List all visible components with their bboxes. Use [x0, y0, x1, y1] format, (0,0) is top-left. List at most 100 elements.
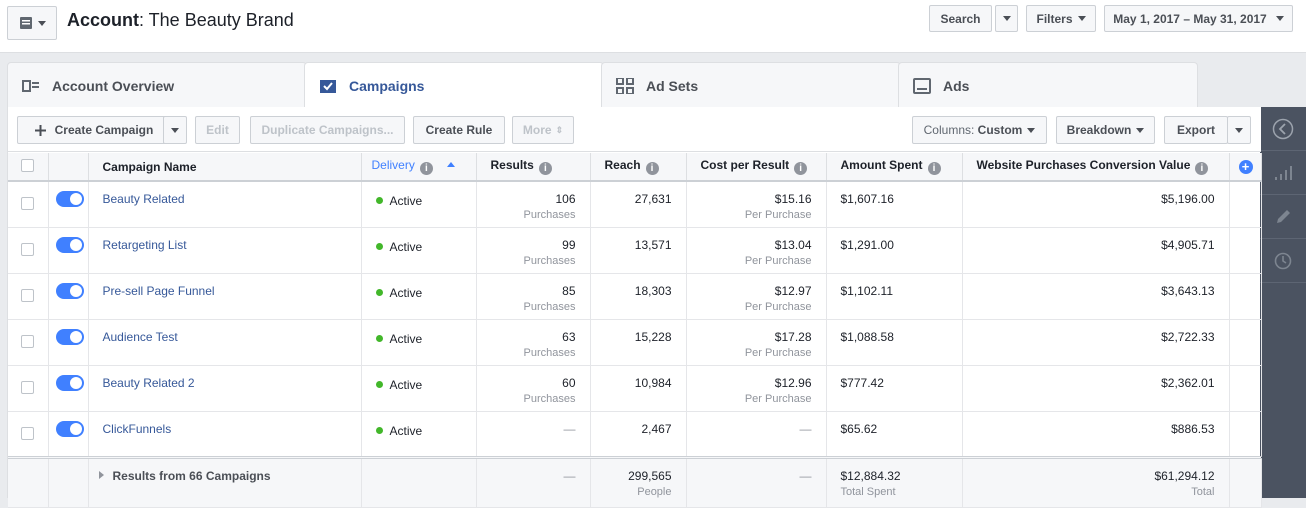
tab-ad-sets[interactable]: Ad Sets: [601, 62, 901, 108]
row-toggle-cell: [48, 181, 89, 228]
row-checkbox[interactable]: [21, 380, 34, 394]
spent-value: $1,088.58: [840, 329, 894, 344]
cost-sub: Per Purchase: [744, 392, 812, 405]
create-campaign-dropdown[interactable]: [163, 116, 187, 144]
chevron-down-icon: [1002, 16, 1011, 21]
info-icon[interactable]: i: [538, 162, 552, 175]
filters-button[interactable]: Filters: [1026, 5, 1096, 32]
results-value: 60: [562, 375, 576, 390]
col-conversion-value[interactable]: Website Purchases Conversion Value i: [962, 153, 1230, 182]
info-icon[interactable]: i: [794, 162, 808, 175]
conv-cell: $2,722.33: [962, 319, 1230, 366]
tab-account-overview[interactable]: Account Overview: [7, 62, 307, 108]
toggle-header: [48, 153, 89, 182]
pencil-icon: [1277, 209, 1290, 223]
table-row[interactable]: Beauty Related 2 Active 60 Purchases 10,984 $…: [8, 365, 1262, 412]
campaign-name-cell: ClickFunnels: [88, 411, 362, 458]
export-button[interactable]: Export: [1164, 116, 1228, 144]
more-button[interactable]: More ⇕: [512, 116, 574, 144]
delivery-status: Active: [389, 423, 423, 438]
row-toggle-cell: [48, 365, 89, 412]
tab-ads[interactable]: Ads: [898, 62, 1198, 108]
conv-cell: $886.53: [962, 411, 1230, 458]
caret-right-icon[interactable]: [98, 470, 104, 479]
info-icon[interactable]: i: [927, 162, 941, 175]
collapse-sidebar-button[interactable]: [1260, 107, 1306, 151]
table-row[interactable]: ClickFunnels Active — 2,467 — $65.62 $886.53: [8, 411, 1262, 458]
info-icon[interactable]: i: [419, 162, 433, 175]
campaign-toggle[interactable]: [55, 374, 84, 391]
campaign-name-link[interactable]: ClickFunnels: [102, 421, 172, 436]
col-amount-spent[interactable]: Amount Spent i: [826, 153, 963, 182]
campaigns-panel: Create Campaign Edit Duplicate Campaigns…: [7, 107, 1262, 508]
table-row[interactable]: Audience Test Active 63 Purchases 15,228 $17.…: [8, 319, 1262, 366]
conv-value: $2,362.01: [1161, 375, 1215, 390]
create-rule-button[interactable]: Create Rule: [413, 116, 505, 144]
info-icon[interactable]: i: [1195, 162, 1209, 175]
table-row[interactable]: Retargeting List Active 99 Purchases 13,571 $…: [8, 227, 1262, 274]
chevron-left-circle-icon: [1272, 118, 1294, 139]
row-select-cell: [8, 181, 49, 228]
campaign-toggle[interactable]: [55, 236, 84, 253]
columns-selector[interactable]: Columns: Custom: [912, 116, 1047, 144]
row-end-cell: [1229, 365, 1262, 412]
breakdown-button[interactable]: Breakdown: [1056, 116, 1155, 144]
history-button[interactable]: [1260, 239, 1306, 283]
results-sub: Purchases: [523, 300, 576, 313]
edit-button[interactable]: [1260, 195, 1306, 239]
spent-cell: $65.62: [826, 411, 963, 458]
totals-row: Results from 66 Campaigns — 299,565 Peopl…: [8, 455, 1262, 508]
col-cost-per-result[interactable]: Cost per Result i: [686, 153, 827, 182]
select-all-checkbox[interactable]: [21, 158, 34, 172]
row-checkbox[interactable]: [21, 288, 34, 302]
campaign-toggle[interactable]: [55, 191, 84, 207]
campaign-toggle[interactable]: [55, 282, 84, 299]
columns-prefix: Columns:: [923, 123, 975, 137]
chevron-down-icon: [37, 20, 46, 26]
reach-cell: 27,631: [590, 181, 687, 228]
col-reach[interactable]: Reach i: [590, 153, 687, 182]
table-row[interactable]: Beauty Related Active 106 Purchases 27,631 $1…: [8, 181, 1262, 228]
cost-cell: $12.97 Per Purchase: [686, 273, 827, 320]
conv-value: $4,905.71: [1161, 237, 1215, 252]
campaign-name-link[interactable]: Beauty Related 2: [102, 375, 195, 390]
search-button[interactable]: Search: [929, 5, 992, 32]
duplicate-campaigns-button[interactable]: Duplicate Campaigns...: [250, 116, 405, 144]
status-dot: [375, 334, 383, 342]
row-end-cell: [1229, 181, 1262, 228]
create-campaign-button[interactable]: Create Campaign: [17, 116, 171, 144]
performance-button[interactable]: [1260, 151, 1306, 195]
results-cell: —: [476, 411, 591, 458]
row-end-cell: [1229, 319, 1262, 366]
add-column-icon[interactable]: +: [1238, 159, 1253, 174]
table-row[interactable]: Pre-sell Page Funnel Active 85 Purchases 18,…: [8, 273, 1262, 320]
col-label: Results: [490, 158, 534, 172]
row-checkbox[interactable]: [21, 334, 34, 348]
campaign-toggle[interactable]: [55, 328, 84, 345]
totals-results-value: —: [563, 468, 576, 483]
delivery-status: Active: [389, 331, 423, 346]
row-checkbox[interactable]: [21, 426, 34, 440]
edit-campaign-button[interactable]: Edit: [195, 116, 240, 144]
col-campaign-name[interactable]: Campaign Name: [88, 153, 362, 182]
info-icon[interactable]: i: [645, 162, 659, 175]
tab-campaigns[interactable]: Campaigns: [304, 62, 604, 108]
spent-cell: $777.42: [826, 365, 963, 412]
reach-value: 10,984: [634, 375, 672, 390]
campaign-name-link[interactable]: Pre-sell Page Funnel: [102, 283, 215, 298]
row-checkbox[interactable]: [21, 242, 34, 256]
col-results[interactable]: Results i: [476, 153, 591, 182]
account-label: Account: [67, 10, 139, 30]
date-range-picker[interactable]: May 1, 2017 – May 31, 2017: [1104, 5, 1293, 32]
campaign-name-link[interactable]: Retargeting List: [102, 237, 187, 252]
plus-icon: [34, 124, 46, 136]
campaign-name-link[interactable]: Beauty Related: [102, 192, 185, 206]
row-checkbox[interactable]: [21, 197, 34, 210]
account-menu-button[interactable]: [7, 6, 57, 40]
chevron-down-icon: [171, 127, 179, 133]
export-dropdown[interactable]: [1227, 116, 1251, 144]
campaign-toggle[interactable]: [55, 420, 84, 437]
search-dropdown-button[interactable]: [995, 5, 1018, 32]
col-delivery[interactable]: Delivery i: [361, 153, 477, 182]
campaign-name-link[interactable]: Audience Test: [102, 329, 178, 344]
